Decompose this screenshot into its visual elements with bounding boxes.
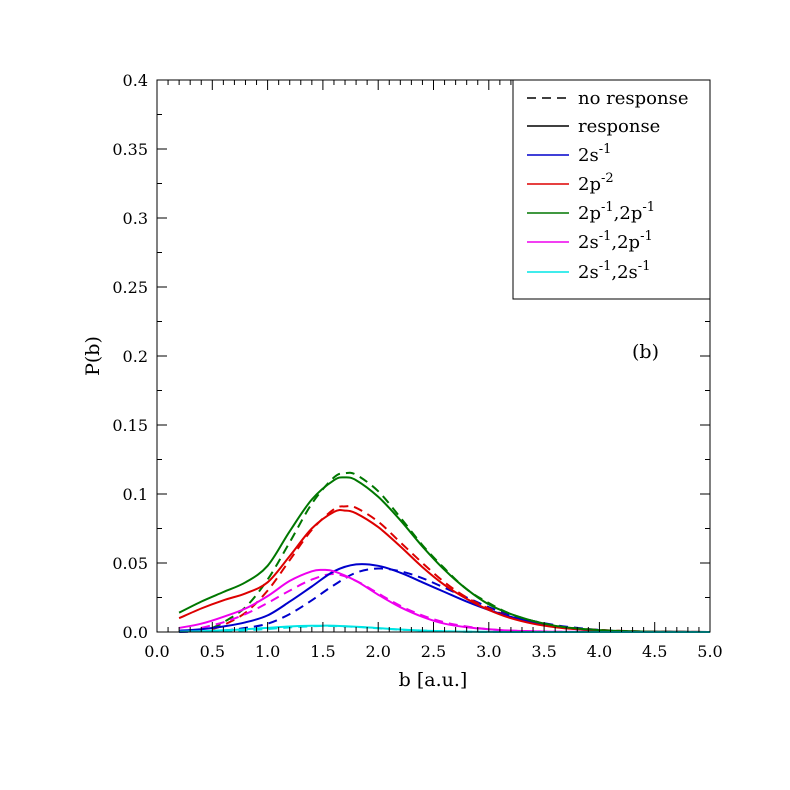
series-3-response-line: [178, 568, 710, 634]
legend-label-2: 2s-1: [578, 142, 611, 166]
x-tick-label: 2.0: [365, 642, 390, 661]
x-tick-label: 4.0: [587, 642, 612, 661]
x-tick-label: 0.0: [144, 642, 169, 661]
x-tick-label: 2.5: [421, 642, 446, 661]
y-axis-label: P(b): [82, 336, 104, 376]
x-tick-label: 3.5: [531, 642, 556, 661]
series-3-no-response-line: [200, 572, 710, 634]
series-2-response-line: [178, 476, 711, 633]
y-tick-label: 0.1: [123, 485, 148, 504]
legend-label-6: 2s-1,2s-1: [578, 259, 650, 283]
legend-box: [512, 79, 711, 300]
x-tick-label: 3.0: [476, 642, 501, 661]
y-tick-label: 0.25: [112, 278, 148, 297]
legend-label-5: 2s-1,2p-1: [578, 229, 653, 253]
panel-label: (b): [632, 341, 659, 363]
x-tick-label: 4.5: [642, 642, 667, 661]
x-tick-labels: 0.0 0.5 1.0 1.5 2.0 2.5 3.0 3.5 4.0 4.5 5.0: [144, 642, 722, 661]
curves-layer: [178, 471, 711, 634]
x-tick-label: 0.5: [200, 642, 225, 661]
legend-label-4: 2p-1,2p-1: [578, 200, 655, 224]
x-axis-label: b [a.u.]: [399, 669, 468, 691]
y-tick-label: 0.3: [123, 209, 148, 228]
series-0-no-response-line: [179, 567, 711, 633]
legend-label-3: 2p-2: [578, 171, 614, 195]
y-tick-labels: 0.0 0.05 0.1 0.15 0.2 0.25 0.3 0.35 0.4: [112, 71, 148, 642]
x-tick-label: 1.5: [310, 642, 335, 661]
legend-label-1: response: [578, 116, 660, 137]
y-tick-label: 0.35: [112, 140, 148, 159]
legend: no response response 2s-1 2p-2 2p-1,2p-1 2s-1…: [512, 79, 711, 300]
series-2-no-response-line: [211, 471, 711, 633]
y-tick-label: 0.05: [112, 554, 148, 573]
x-tick-label: 5.0: [697, 642, 722, 661]
y-tick-label: 0.0: [123, 623, 148, 642]
x-tick-label: 1.0: [255, 642, 280, 661]
legend-label-0: no response: [578, 88, 689, 109]
y-tick-label: 0.2: [123, 347, 148, 366]
series-1-no-response-line: [211, 505, 711, 633]
y-tick-label: 0.4: [123, 71, 148, 90]
y-tick-label: 0.15: [112, 416, 148, 435]
